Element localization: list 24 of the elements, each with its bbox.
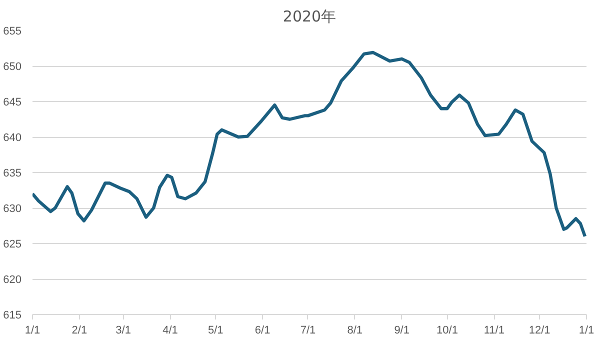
x-tick-label: 7/1 bbox=[300, 324, 316, 336]
x-tick-label: 5/1 bbox=[208, 324, 224, 336]
x-tick-label: 12/1 bbox=[528, 324, 550, 336]
x-tick-label: 8/1 bbox=[347, 324, 363, 336]
y-tick-label: 645 bbox=[3, 96, 22, 108]
x-tick-label: 1/1 bbox=[578, 324, 594, 336]
y-tick-label: 635 bbox=[3, 168, 22, 180]
y-tick-label: 615 bbox=[3, 310, 22, 322]
y-tick-label: 650 bbox=[3, 61, 22, 73]
x-tick-label: 10/1 bbox=[436, 324, 458, 336]
x-tick-label: 4/1 bbox=[162, 324, 178, 336]
x-tick-label: 6/1 bbox=[254, 324, 270, 336]
y-tick-label: 630 bbox=[3, 203, 22, 215]
x-tick-label: 2/1 bbox=[72, 324, 88, 336]
x-tick-label: 3/1 bbox=[116, 324, 131, 336]
line-series bbox=[32, 50, 586, 238]
y-tick-label: 620 bbox=[3, 274, 22, 286]
x-tick-label: 11/1 bbox=[484, 324, 504, 336]
x-tick-label: 9/1 bbox=[394, 324, 410, 336]
x-tick-label: 1/1 bbox=[24, 324, 40, 336]
y-tick-label: 625 bbox=[3, 238, 22, 250]
chart-title: 2020年 bbox=[282, 8, 336, 26]
y-tick-label: 640 bbox=[3, 132, 22, 144]
y-tick-label: 655 bbox=[3, 26, 22, 38]
